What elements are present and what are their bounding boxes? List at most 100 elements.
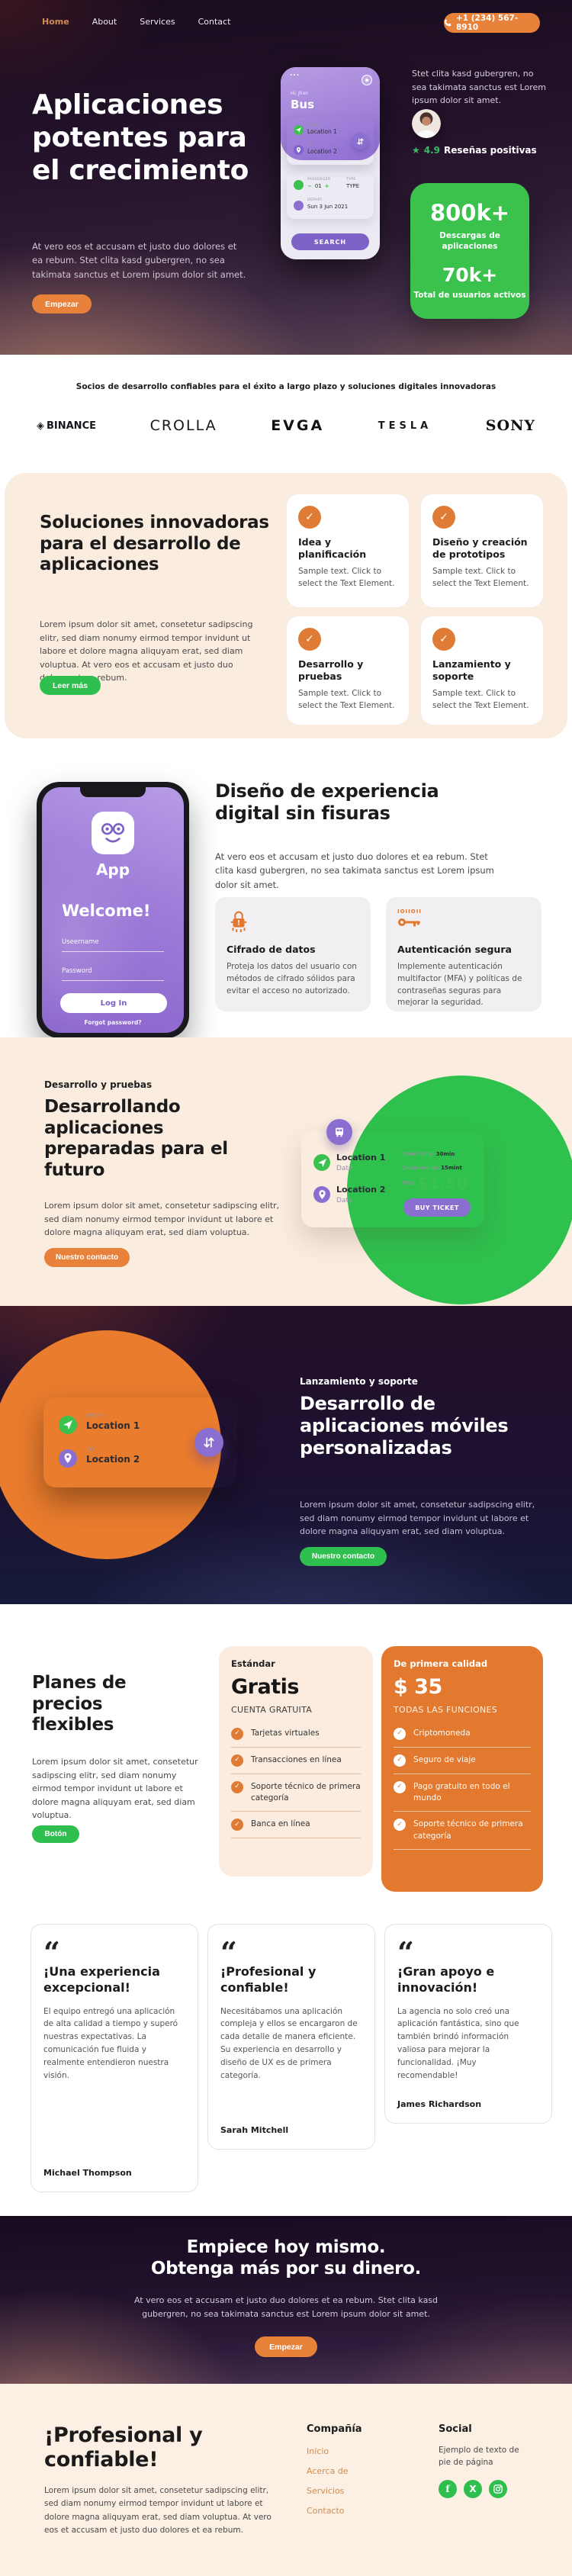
binance-diamond-icon: ◈ bbox=[37, 420, 44, 432]
instagram-icon[interactable] bbox=[489, 2480, 507, 2498]
phone-notch bbox=[80, 787, 146, 797]
testimonial-card: “ ¡Gran apoyo e innovación! La agencia n… bbox=[384, 1924, 552, 2124]
pricing-body: Lorem ipsum dolor sit amet, consetetur s… bbox=[32, 1757, 198, 1821]
footer-link-acerca[interactable]: Acerca de bbox=[307, 2466, 349, 2476]
solution-card-title: Desarrollo y pruebas bbox=[298, 658, 364, 682]
price-value: $1,50 bbox=[417, 1174, 468, 1192]
future-title: Desarrollando aplicaciones preparadas pa… bbox=[44, 1097, 228, 1180]
check-icon: ✓ bbox=[231, 1754, 243, 1767]
from-location-icon bbox=[313, 1154, 330, 1171]
cta-title: Empiece hoy mismo. Obtenga más por su di… bbox=[0, 2216, 572, 2279]
route-card: FROM Location 1 TO Location 2 bbox=[43, 1397, 237, 1487]
cta-section: Empiece hoy mismo. Obtenga más por su di… bbox=[0, 2216, 572, 2384]
plan-subtitle: CUENTA GRATUITA bbox=[231, 1705, 313, 1715]
swap-locations-icon bbox=[352, 133, 368, 150]
plan-feature: ✓ Soporte técnico de primera categoría bbox=[231, 1774, 361, 1812]
route-to-value: Location 2 bbox=[86, 1454, 140, 1465]
evga-logo: EVGA bbox=[271, 417, 325, 434]
testimonial-author: James Richardson bbox=[397, 2099, 482, 2109]
testimonials-section: “ ¡Una experiencia excepcional! El equip… bbox=[0, 1892, 572, 2216]
bus-icon bbox=[326, 1119, 352, 1145]
hero-section: Home About Services Contact +1 (234) 567… bbox=[0, 0, 572, 355]
forgot-password-link: Forgot password? bbox=[84, 1019, 142, 1026]
footer-link-contacto[interactable]: Contacto bbox=[307, 2506, 345, 2516]
solutions-title: Soluciones innovadoras para el desarroll… bbox=[40, 513, 269, 575]
footer-link-servicios[interactable]: Servicios bbox=[307, 2486, 345, 2496]
hero-cta-button[interactable]: Empezar bbox=[32, 294, 92, 314]
solution-card-body: Sample text. Click to select the Text El… bbox=[298, 689, 395, 710]
check-icon: ✓ bbox=[394, 1754, 406, 1767]
plan-card-premium: De primera calidad $ 35 TODAS LAS FUNCIO… bbox=[381, 1646, 543, 1892]
future-label: Desarrollo y pruebas bbox=[44, 1079, 153, 1090]
partners-section: Socios de desarrollo confiables para el … bbox=[0, 355, 572, 450]
custom-contact-button[interactable]: Nuestro contacto bbox=[300, 1547, 387, 1566]
bus-app-phone-mockup: ... Hi, Jhon Bus FROM Location 1 TO Loca… bbox=[281, 67, 380, 259]
nav-link-services[interactable]: Services bbox=[140, 17, 175, 27]
to-location-icon bbox=[313, 1186, 330, 1203]
solution-card-body: Sample text. Click to select the Text El… bbox=[298, 567, 395, 588]
binance-logo: ◈ BINANCE bbox=[37, 420, 96, 432]
cta-title-line2: Obtenga más por su dinero. bbox=[150, 2258, 422, 2279]
quote-icon: “ bbox=[397, 1935, 414, 1970]
to-label: TO bbox=[307, 143, 313, 147]
read-more-button[interactable]: Leer más bbox=[40, 676, 101, 695]
feature-body: Implemente autenticación multifactor (MF… bbox=[397, 962, 522, 1008]
stat-users-value: 70k+ bbox=[442, 264, 498, 287]
login-button: Log In bbox=[60, 993, 167, 1013]
stats-card: 800k+ Descargas de aplicaciones 70k+ Tot… bbox=[410, 183, 529, 319]
plan-tier: Estándar bbox=[231, 1658, 275, 1669]
check-icon: ✓ bbox=[432, 506, 455, 529]
solutions-panel: Soluciones innovadoras para el desarroll… bbox=[5, 473, 567, 738]
crolla-logo: CROLLA bbox=[149, 417, 217, 434]
experience-title: Diseño de experiencia digital sin fisura… bbox=[215, 780, 439, 824]
passenger-stepper: − 01 + bbox=[307, 183, 329, 189]
binary-digits: IOIIOII bbox=[397, 909, 422, 915]
pricing-button[interactable]: Botón bbox=[32, 1825, 79, 1843]
hero-body: At vero eos et accusam et justo duo dolo… bbox=[32, 241, 246, 280]
partners-heading: Socios de desarrollo confiables para el … bbox=[76, 382, 496, 391]
x-twitter-icon[interactable]: X bbox=[464, 2480, 482, 2498]
buy-ticket-button: BUY TICKET bbox=[403, 1198, 471, 1217]
feature-title: Cifrado de datos bbox=[227, 944, 316, 955]
search-button: SEARCH bbox=[291, 233, 369, 250]
future-section: Desarrollo y pruebas Desarrollando aplic… bbox=[0, 1037, 572, 1306]
footer-link-inicio[interactable]: Inicio bbox=[307, 2446, 329, 2456]
solution-card-body: Sample text. Click to select the Text El… bbox=[432, 567, 529, 588]
testimonial-body: La agencia no solo creó una aplicación f… bbox=[397, 2006, 519, 2080]
login-phone-mockup: App Welcome! Useername Password Log In F… bbox=[37, 782, 189, 1037]
testimonial-title: ¡Una experiencia excepcional! bbox=[43, 1964, 160, 1995]
custom-section: FROM Location 1 TO Location 2 Lanzamient… bbox=[0, 1306, 572, 1604]
plus-icon: + bbox=[324, 183, 329, 189]
nav-link-about[interactable]: About bbox=[92, 17, 117, 27]
stat-downloads-label: Descargas de aplicaciones bbox=[439, 231, 500, 252]
bus-app-greeting: Hi, Jhon bbox=[291, 91, 309, 96]
username-field: Useername bbox=[62, 938, 164, 952]
check-icon: ✓ bbox=[231, 1819, 243, 1832]
ticket-from-date: Date bbox=[336, 1165, 353, 1172]
pricing-title: Planes de precios flexibles bbox=[32, 1673, 127, 1735]
lock-icon: ! bbox=[227, 909, 359, 937]
route-from-value: Location 1 bbox=[86, 1420, 140, 1431]
plan-feature: ✓ Banca en línea bbox=[231, 1812, 361, 1839]
facebook-icon[interactable]: f bbox=[439, 2480, 457, 2498]
future-contact-button[interactable]: Nuestro contacto bbox=[44, 1248, 130, 1267]
type-value: TYPE bbox=[346, 183, 360, 189]
solution-card-prototipos: ✓ Diseño y creación de prototipos Sample… bbox=[421, 494, 543, 607]
nav-link-contact[interactable]: Contact bbox=[198, 17, 231, 27]
rating-value: 4.9 bbox=[423, 145, 441, 156]
cta-button[interactable]: Empezar bbox=[255, 2336, 317, 2357]
feature-card-cifrado: ! Cifrado de datos Proteja los datos del… bbox=[215, 897, 371, 1011]
custom-title: Desarrollo de aplicaciones móviles perso… bbox=[300, 1393, 509, 1458]
to-location-icon bbox=[59, 1449, 77, 1468]
testimonial-author: Sarah Mitchell bbox=[220, 2125, 289, 2135]
footer-company-links: Inicio Acerca de Servicios Contacto bbox=[307, 2446, 348, 2516]
nav-link-home[interactable]: Home bbox=[42, 17, 69, 27]
check-icon: ✓ bbox=[231, 1781, 243, 1793]
hero-side-note: Stet clita kasd gubergren, no sea takima… bbox=[412, 69, 546, 106]
passenger-count: 01 bbox=[314, 183, 322, 189]
minus-icon: − bbox=[307, 183, 312, 189]
phone-call-button[interactable]: +1 (234) 567-8910 bbox=[444, 13, 540, 33]
travel-time-value: 30min bbox=[435, 1151, 455, 1157]
app-name: App bbox=[95, 860, 130, 879]
solutions-section: Soluciones innovadoras para el desarroll… bbox=[0, 450, 572, 738]
